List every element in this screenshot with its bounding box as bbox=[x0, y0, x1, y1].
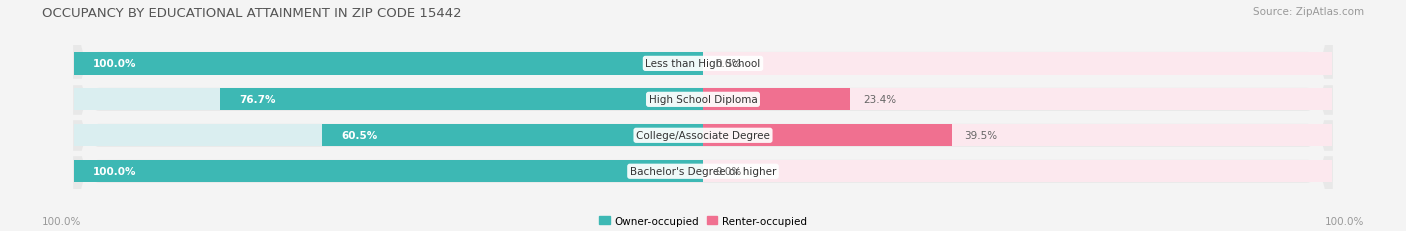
Bar bbox=[73, 160, 703, 183]
Bar bbox=[703, 160, 1333, 183]
Text: High School Diploma: High School Diploma bbox=[648, 95, 758, 105]
Text: 23.4%: 23.4% bbox=[863, 95, 896, 105]
Text: OCCUPANCY BY EDUCATIONAL ATTAINMENT IN ZIP CODE 15442: OCCUPANCY BY EDUCATIONAL ATTAINMENT IN Z… bbox=[42, 7, 461, 20]
Text: 0.0%: 0.0% bbox=[716, 167, 742, 176]
Text: 60.5%: 60.5% bbox=[342, 131, 377, 141]
Text: 76.7%: 76.7% bbox=[239, 95, 276, 105]
FancyBboxPatch shape bbox=[73, 4, 1333, 231]
Text: 100.0%: 100.0% bbox=[93, 59, 136, 69]
Bar bbox=[73, 160, 703, 183]
Bar bbox=[703, 125, 952, 147]
Legend: Owner-occupied, Renter-occupied: Owner-occupied, Renter-occupied bbox=[595, 212, 811, 230]
FancyBboxPatch shape bbox=[73, 40, 1333, 231]
Bar bbox=[322, 125, 703, 147]
Bar bbox=[703, 53, 1333, 75]
Bar bbox=[73, 125, 703, 147]
Text: College/Associate Degree: College/Associate Degree bbox=[636, 131, 770, 141]
Text: 39.5%: 39.5% bbox=[965, 131, 997, 141]
Text: Source: ZipAtlas.com: Source: ZipAtlas.com bbox=[1253, 7, 1364, 17]
Bar bbox=[703, 89, 1333, 111]
FancyBboxPatch shape bbox=[73, 0, 1333, 196]
Bar bbox=[73, 53, 703, 75]
Text: Less than High School: Less than High School bbox=[645, 59, 761, 69]
Bar bbox=[42, 80, 1364, 84]
FancyBboxPatch shape bbox=[73, 0, 1333, 231]
Bar bbox=[73, 53, 703, 75]
Bar bbox=[42, 152, 1364, 156]
Text: 100.0%: 100.0% bbox=[93, 167, 136, 176]
Bar bbox=[42, 116, 1364, 120]
Text: 100.0%: 100.0% bbox=[42, 216, 82, 226]
Text: 100.0%: 100.0% bbox=[1324, 216, 1364, 226]
Bar bbox=[221, 89, 703, 111]
Text: 0.0%: 0.0% bbox=[716, 59, 742, 69]
Bar bbox=[703, 89, 851, 111]
Bar bbox=[703, 125, 1333, 147]
Text: Bachelor's Degree or higher: Bachelor's Degree or higher bbox=[630, 167, 776, 176]
Bar bbox=[73, 89, 703, 111]
